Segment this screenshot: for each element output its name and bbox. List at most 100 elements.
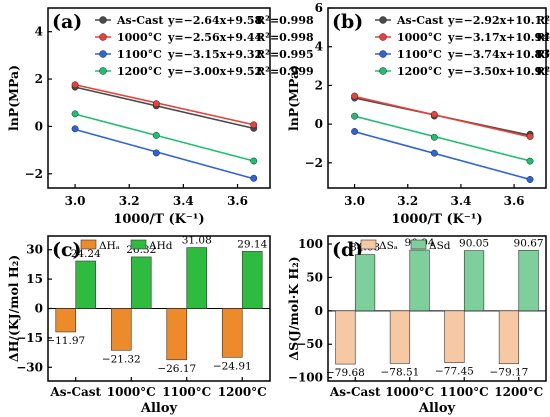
x-tick-label: 3.0 (344, 194, 365, 208)
bar-1-3 (241, 251, 263, 309)
data-point-2-2 (250, 174, 258, 182)
y-tick-label: 0 (315, 304, 323, 318)
data-point-3-2 (250, 157, 258, 165)
y-tick-label: −2 (305, 156, 323, 170)
fit-line-3 (74, 113, 254, 162)
panel-2: (c) −30 −15 0 15 30 ΔH/(KJ/mol H₂) As-Cast −11.9… (6, 235, 271, 416)
legend-marker (99, 50, 107, 58)
legend-fit: y=−3.15x+9.32 (167, 48, 262, 61)
data-point-1-0 (71, 81, 79, 89)
bar-1-0 (75, 260, 97, 309)
bar-0-2 (444, 310, 465, 363)
data-point-3-1 (152, 131, 160, 139)
legend-r2: R²=0.995 (256, 48, 314, 61)
legend-fit: y=−3.00x+9.52 (167, 65, 262, 78)
bar-value-label: −79.68 (326, 367, 365, 379)
bar-value-label: −79.17 (490, 367, 529, 379)
y-tick-label: 4 (315, 40, 323, 54)
legend-name: ΔHₐ (99, 240, 120, 252)
y-tick-label: 30 (26, 243, 43, 257)
data-point-3-2 (526, 157, 534, 165)
legend-r2: R²=0.999 (256, 65, 314, 78)
x-tick-label: 1200°C (218, 385, 267, 399)
x-axis-label: Alloy (418, 401, 456, 416)
legend-marker (379, 50, 387, 58)
bar-value-label: 90.05 (459, 238, 489, 250)
bar-1-1 (409, 249, 430, 312)
fit-line-1 (354, 95, 531, 138)
x-tick-label: 3.4 (450, 194, 471, 208)
bar-value-label: −78.51 (381, 366, 420, 378)
x-tick-label: 3.4 (173, 194, 194, 208)
legend-swatch (360, 239, 377, 250)
y-tick-label: 50 (306, 270, 323, 284)
y-tick-label: 0 (315, 117, 323, 131)
data-point-1-0 (351, 92, 359, 100)
data-point-1-2 (250, 121, 258, 129)
legend-r2: R²=0.999 (536, 48, 550, 61)
legend-r2: R²=0.998 (536, 31, 550, 44)
bar-value-label: 90.67 (514, 237, 544, 249)
bar-1-2 (186, 247, 208, 309)
y-tick-label: 4 (35, 25, 43, 39)
legend-swatch (80, 239, 97, 250)
data-point-3-0 (351, 112, 359, 120)
legend-marker (379, 33, 387, 41)
y-axis-label: lnP(MPa) (6, 65, 21, 131)
legend-fit: y=−3.50x+10.91 (447, 65, 550, 78)
y-tick-label: 6 (315, 1, 323, 15)
legend-name: As-Cast (396, 14, 444, 27)
bar-1-1 (130, 256, 152, 309)
x-axis-label: 1000/T (K⁻¹) (113, 212, 204, 227)
fit-line-3 (354, 115, 531, 162)
plot-frame (47, 7, 271, 189)
y-tick-label: 100 (298, 237, 323, 251)
x-tick-label: 3.2 (397, 194, 418, 208)
legend-name: As-Cast (116, 14, 164, 27)
data-point-3-0 (71, 110, 79, 118)
bar-value-label: −21.32 (102, 353, 141, 365)
data-point-2-1 (152, 149, 160, 157)
x-tick-label: 3.6 (227, 194, 248, 208)
bar-0-3 (221, 308, 243, 358)
legend-fit: y=−2.64x+9.58 (167, 14, 263, 27)
bar-1-2 (463, 250, 485, 312)
legend-r2: R²=0.983 (536, 14, 550, 27)
panel-label: (a) (52, 11, 82, 33)
data-point-2-0 (71, 125, 79, 133)
legend-marker (99, 67, 107, 75)
bar-value-label: −11.97 (46, 335, 85, 347)
legend-name: 1200°C (397, 65, 442, 78)
legend-r2: R²=0.999 (536, 65, 550, 78)
y-tick-label: −15 (16, 331, 43, 345)
y-tick-label: −100 (288, 371, 323, 385)
bar-1-3 (518, 249, 539, 312)
y-tick-label: 0 (35, 119, 43, 133)
legend-swatch (410, 239, 427, 250)
legend-fit: y=−3.17x+10.94 (447, 31, 550, 44)
y-tick-label: 2 (35, 72, 43, 86)
bar-1-0 (354, 254, 376, 312)
legend-fit: y=−2.92x+10.11 (447, 14, 550, 27)
bar-value-label: 24.24 (71, 248, 101, 260)
x-tick-label: 1200°C (494, 385, 543, 399)
y-tick-label: −30 (16, 360, 43, 374)
legend-name: 1100°C (117, 48, 162, 61)
legend-marker (379, 16, 387, 24)
bar-value-label: 31.08 (182, 235, 212, 247)
fit-line-2 (354, 130, 531, 181)
legend-name: ΔSₐ (379, 240, 398, 252)
x-axis-label: 1000/T (K⁻¹) (391, 212, 482, 227)
x-tick-label: 1100°C (162, 385, 211, 399)
legend-marker (379, 67, 387, 75)
legend-r2: R²=0.998 (256, 14, 314, 27)
x-tick-label: As-Cast (49, 385, 101, 399)
y-axis-label: lnP(MPa) (286, 65, 301, 131)
fit-line-1 (74, 83, 254, 126)
bar-0-1 (389, 310, 411, 364)
panel-1: (b) −2 0 2 4 6 lnP(MPa) 3.0 3.2 3.4 3.6 1000/T (K⁻¹… (286, 1, 550, 227)
bar-0-3 (498, 310, 520, 365)
panel-label: (b) (332, 11, 363, 33)
